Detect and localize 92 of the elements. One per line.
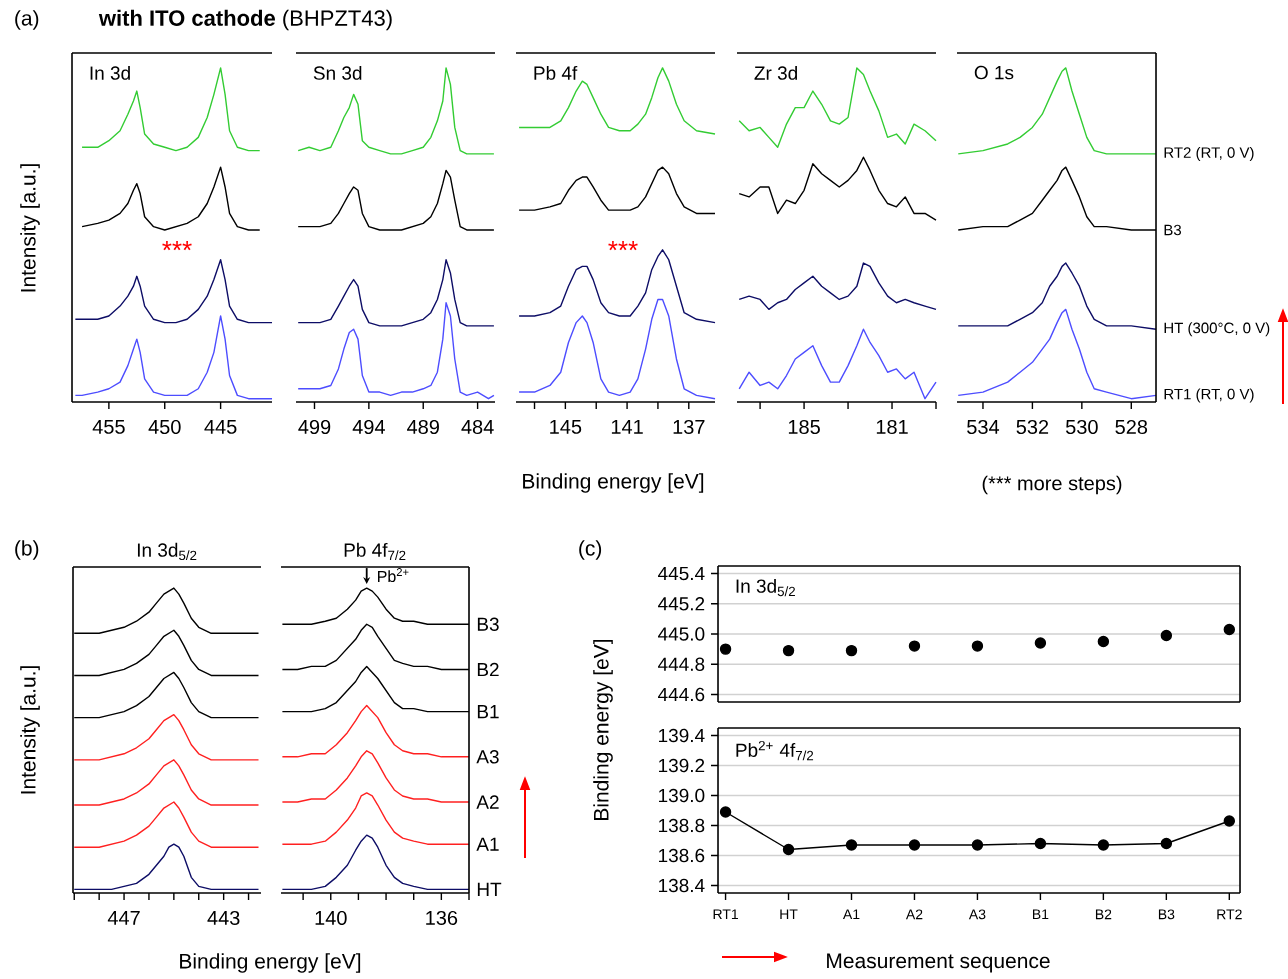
x-tick-label: 530	[1065, 419, 1098, 435]
series-label: A1	[476, 837, 499, 851]
x-tick-label: 532	[1016, 419, 1049, 435]
point	[908, 839, 921, 851]
x-tick-label: 484	[461, 419, 494, 435]
y-axis-title: Intensity [a.u.]	[20, 666, 40, 794]
y-tick-label: 138.4	[659, 878, 705, 893]
annotation: Pb$^{2+}$	[378, 568, 409, 583]
y-tick-label: 139.4	[659, 728, 705, 743]
x-tick-label: HT	[780, 909, 798, 920]
point	[719, 643, 732, 655]
series-label: RT1 (RT, 0 V)	[1164, 388, 1254, 403]
x-tick-label: RT2	[1217, 909, 1242, 920]
series-label: B2	[477, 662, 499, 677]
x-tick-label: 494	[352, 419, 385, 435]
point	[1097, 635, 1110, 648]
series-label: B3	[477, 617, 499, 631]
x-axis-title: Binding energy [eV]	[523, 473, 704, 493]
x-tick-label: A1	[842, 909, 860, 920]
chart-title: In 3d$_{5/2}$	[137, 542, 197, 561]
y-tick-label: 139.0	[659, 788, 705, 803]
x-tick-label: RT1	[713, 909, 738, 920]
x-tick-label: 450	[148, 419, 181, 435]
text: (*** more steps)	[982, 475, 1122, 495]
text: In 3d$_{5/2}$	[736, 578, 795, 597]
x-tick-label: B3	[1158, 909, 1175, 920]
point	[1160, 629, 1173, 642]
x-tick-label: 185	[788, 419, 820, 435]
x-tick-label: 181	[876, 419, 908, 435]
y-tick-label: 444.8	[658, 657, 705, 671]
chart-title: Sn 3d	[313, 65, 362, 80]
text: (a)	[15, 10, 39, 30]
x-tick-label: 136	[426, 910, 458, 926]
chart-title: Pb 4f	[534, 65, 578, 80]
x-tick-label: 137	[673, 419, 705, 435]
x-tick-label: 528	[1115, 419, 1148, 435]
x-tick-label: 443	[207, 910, 240, 926]
chart-title: Pb 4f$_{7/2}$	[344, 542, 406, 561]
x-tick-label: 141	[611, 419, 643, 434]
series-label: HT (300°C, 0 V)	[1164, 322, 1270, 337]
y-tick-label: 138.6	[659, 848, 705, 863]
x-tick-label: 145	[550, 419, 582, 434]
series-label: B3	[1164, 224, 1182, 236]
point	[782, 644, 795, 657]
y-tick-label: 445.4	[658, 566, 705, 581]
x-axis-title: Measurement sequence	[827, 953, 1050, 973]
x-tick-label: 445	[204, 419, 237, 434]
x-axis-title: Binding energy [eV]	[180, 953, 361, 973]
point	[971, 839, 984, 851]
point	[782, 843, 795, 856]
point	[908, 640, 921, 652]
x-tick-label: 447	[107, 910, 140, 925]
point	[971, 640, 984, 652]
x-tick-label: 140	[315, 910, 347, 926]
x-tick-label: 499	[298, 419, 331, 435]
text: (b)	[15, 540, 39, 560]
text: Pb$^{2+}$ 4f$_{7/2}$	[736, 740, 814, 761]
chart-title: In 3d	[90, 65, 130, 80]
x-tick-label: 489	[407, 419, 439, 435]
point	[1097, 839, 1110, 851]
y-axis-title: Intensity [a.u.]	[20, 164, 40, 292]
y-tick-label: 445.0	[658, 627, 705, 641]
point	[719, 806, 732, 818]
chart-title: O 1s	[974, 65, 1014, 80]
series-label: B1	[477, 705, 499, 719]
y-tick-label: 444.6	[658, 687, 705, 702]
point	[1223, 623, 1236, 636]
point	[845, 644, 858, 657]
annotation: ***	[608, 241, 638, 251]
text: with ITO cathode (BHPZT43)	[98, 9, 392, 31]
y-axis-title: Binding energy [eV]	[593, 639, 613, 820]
x-tick-label: 455	[92, 419, 125, 434]
point	[1034, 637, 1047, 649]
y-tick-label: 138.8	[659, 818, 705, 833]
series-label: RT2 (RT, 0 V)	[1164, 146, 1254, 161]
y-tick-label: 139.2	[659, 758, 705, 773]
point	[1034, 837, 1047, 850]
series-label: A2	[476, 795, 499, 809]
x-tick-label: 534	[967, 419, 1000, 435]
x-tick-label: B1	[1032, 909, 1049, 920]
point	[1223, 815, 1236, 827]
x-tick-label: A3	[968, 909, 986, 920]
series-label: HT	[477, 882, 502, 896]
y-tick-label: 445.2	[658, 597, 705, 611]
x-tick-label: A2	[905, 909, 923, 920]
series-label: A3	[476, 750, 499, 764]
x-tick-label: B2	[1095, 909, 1112, 920]
point	[845, 839, 858, 851]
chart-title: Zr 3d	[754, 65, 797, 80]
point	[1160, 837, 1173, 850]
text: (c)	[579, 540, 602, 560]
annotation: ***	[162, 241, 192, 251]
